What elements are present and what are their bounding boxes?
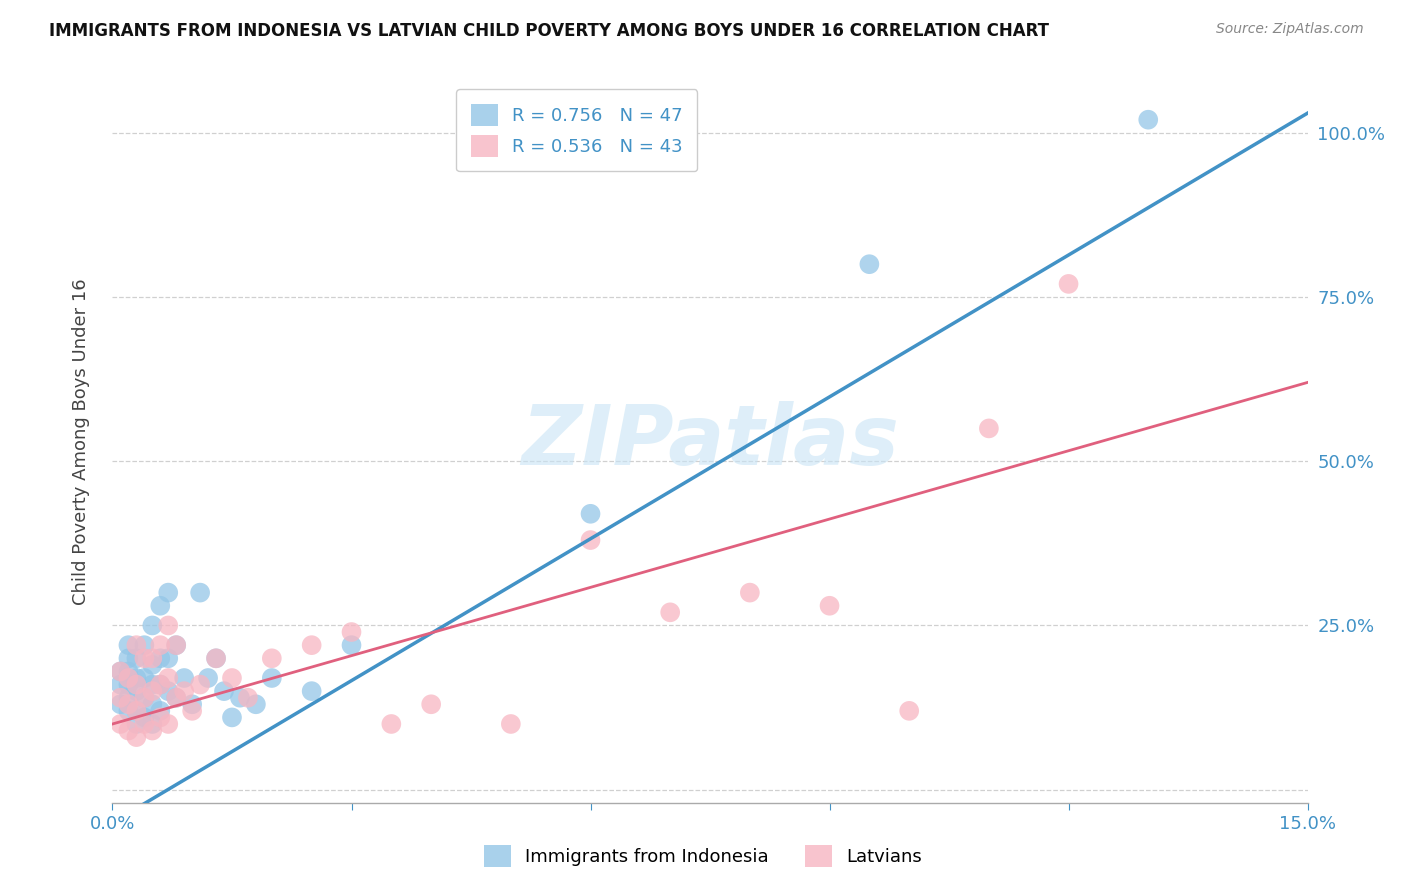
Point [110, 677, 132, 691]
Point [125, 651, 148, 665]
Point [149, 677, 172, 691]
Point [141, 698, 163, 712]
Point [125, 671, 148, 685]
Point [188, 585, 211, 599]
Point [134, 690, 156, 705]
Point [260, 671, 283, 685]
Point [579, 507, 602, 521]
Point [977, 421, 1000, 435]
Point [165, 690, 187, 705]
Point [134, 651, 156, 665]
Point [149, 638, 172, 652]
Point [134, 710, 156, 724]
Point [141, 684, 163, 698]
Text: ZIPatlas: ZIPatlas [522, 401, 898, 482]
Point [260, 651, 283, 665]
Point [245, 698, 267, 712]
Point [197, 671, 219, 685]
Point [221, 710, 243, 724]
Point [157, 671, 180, 685]
Text: Source: ZipAtlas.com: Source: ZipAtlas.com [1216, 22, 1364, 37]
Point [149, 710, 172, 724]
Point [659, 605, 682, 619]
Point [301, 638, 323, 652]
Point [110, 717, 132, 731]
Point [738, 585, 761, 599]
Point [141, 618, 163, 632]
Point [117, 690, 139, 705]
Point [134, 717, 156, 731]
Point [117, 665, 139, 679]
Point [229, 690, 252, 705]
Point [117, 638, 139, 652]
Point [149, 599, 172, 613]
Point [858, 257, 880, 271]
Y-axis label: Child Poverty Among Boys Under 16: Child Poverty Among Boys Under 16 [72, 278, 90, 605]
Point [134, 690, 156, 705]
Point [340, 638, 363, 652]
Point [110, 665, 132, 679]
Point [165, 690, 187, 705]
Point [110, 690, 132, 705]
Point [125, 684, 148, 698]
Point [221, 671, 243, 685]
Point [181, 698, 204, 712]
Point [141, 657, 163, 672]
Point [157, 618, 180, 632]
Point [149, 651, 172, 665]
Point [420, 698, 443, 712]
Point [117, 704, 139, 718]
Point [117, 677, 139, 691]
Point [125, 730, 148, 744]
Point [579, 533, 602, 547]
Point [340, 625, 363, 640]
Point [165, 638, 187, 652]
Point [141, 677, 163, 691]
Point [125, 704, 148, 718]
Legend: Immigrants from Indonesia, Latvians: Immigrants from Indonesia, Latvians [477, 838, 929, 874]
Point [141, 723, 163, 738]
Point [157, 717, 180, 731]
Text: IMMIGRANTS FROM INDONESIA VS LATVIAN CHILD POVERTY AMONG BOYS UNDER 16 CORRELATI: IMMIGRANTS FROM INDONESIA VS LATVIAN CHI… [49, 22, 1049, 40]
Point [125, 704, 148, 718]
Point [499, 717, 522, 731]
Point [181, 704, 204, 718]
Point [301, 684, 323, 698]
Point [173, 671, 195, 685]
Point [898, 704, 921, 718]
Point [134, 671, 156, 685]
Point [236, 690, 259, 705]
Legend: R = 0.756   N = 47, R = 0.536   N = 43: R = 0.756 N = 47, R = 0.536 N = 43 [456, 89, 697, 171]
Point [1057, 277, 1080, 291]
Point [149, 704, 172, 718]
Point [165, 638, 187, 652]
Point [149, 677, 172, 691]
Point [173, 684, 195, 698]
Point [818, 599, 841, 613]
Point [141, 717, 163, 731]
Point [117, 671, 139, 685]
Point [205, 651, 228, 665]
Point [117, 723, 139, 738]
Point [110, 698, 132, 712]
Point [125, 638, 148, 652]
Point [212, 684, 235, 698]
Point [157, 651, 180, 665]
Point [125, 717, 148, 731]
Point [1137, 112, 1160, 127]
Point [134, 638, 156, 652]
Point [117, 651, 139, 665]
Point [125, 677, 148, 691]
Point [380, 717, 402, 731]
Point [188, 677, 211, 691]
Point [157, 585, 180, 599]
Point [117, 698, 139, 712]
Point [141, 651, 163, 665]
Point [110, 665, 132, 679]
Point [205, 651, 228, 665]
Point [157, 684, 180, 698]
